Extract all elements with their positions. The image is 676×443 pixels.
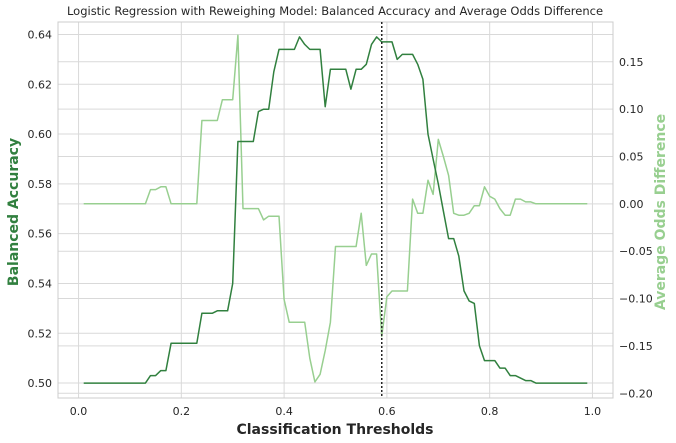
x-tick-labels: 0.0 0.2 0.4 0.6 0.8 1.0 [70,405,601,418]
y-tick-label-left: 0.50 [28,377,53,390]
chart-title: Logistic Regression with Reweighing Mode… [67,4,603,18]
plot-frame [57,21,614,399]
series-line-average-odds-difference [83,34,588,383]
y-axis-label-right: Average Odds Difference [653,114,669,310]
y-tick-label-right: 0.10 [619,103,644,116]
y-tick-label-left: 0.64 [28,28,53,41]
y-tick-label-right: 0.15 [619,56,644,69]
x-tick-label: 0.2 [173,405,191,418]
y-tick-label-left: 0.58 [28,178,53,191]
y-tick-label-left: 0.56 [28,228,53,241]
y-tick-label-left: 0.62 [28,78,53,91]
x-tick-label: 0.8 [481,405,499,418]
y-tick-label-right: 0.00 [619,198,644,211]
x-tick-label: 0.0 [70,405,88,418]
x-tick-label: 0.6 [378,405,396,418]
y-tick-label-right: −0.05 [619,245,653,258]
x-tick-label: 1.0 [584,405,602,418]
y-axis-label-left: Balanced Accuracy [6,138,22,286]
series-line-balanced-accuracy [83,36,588,384]
series-lines [83,22,588,398]
y-tick-label-left: 0.54 [28,277,53,290]
y-tick-labels-left: 0.50 0.52 0.54 0.56 0.58 0.60 0.62 0.64 [28,28,53,390]
grid [58,22,613,398]
y-tick-labels-right: 0.15 0.10 0.05 0.00 −0.05 −0.10 −0.15 −0.20 [619,56,653,400]
y-tick-label-right: 0.05 [619,150,644,163]
x-axis-label: Classification Thresholds [236,422,433,438]
y-tick-label-left: 0.60 [28,128,53,141]
y-tick-label-right: −0.10 [619,293,653,306]
y-tick-label-right: −0.15 [619,340,653,353]
y-tick-label-right: −0.20 [619,387,653,400]
y-tick-label-left: 0.52 [28,327,53,340]
x-tick-label: 0.4 [275,405,293,418]
